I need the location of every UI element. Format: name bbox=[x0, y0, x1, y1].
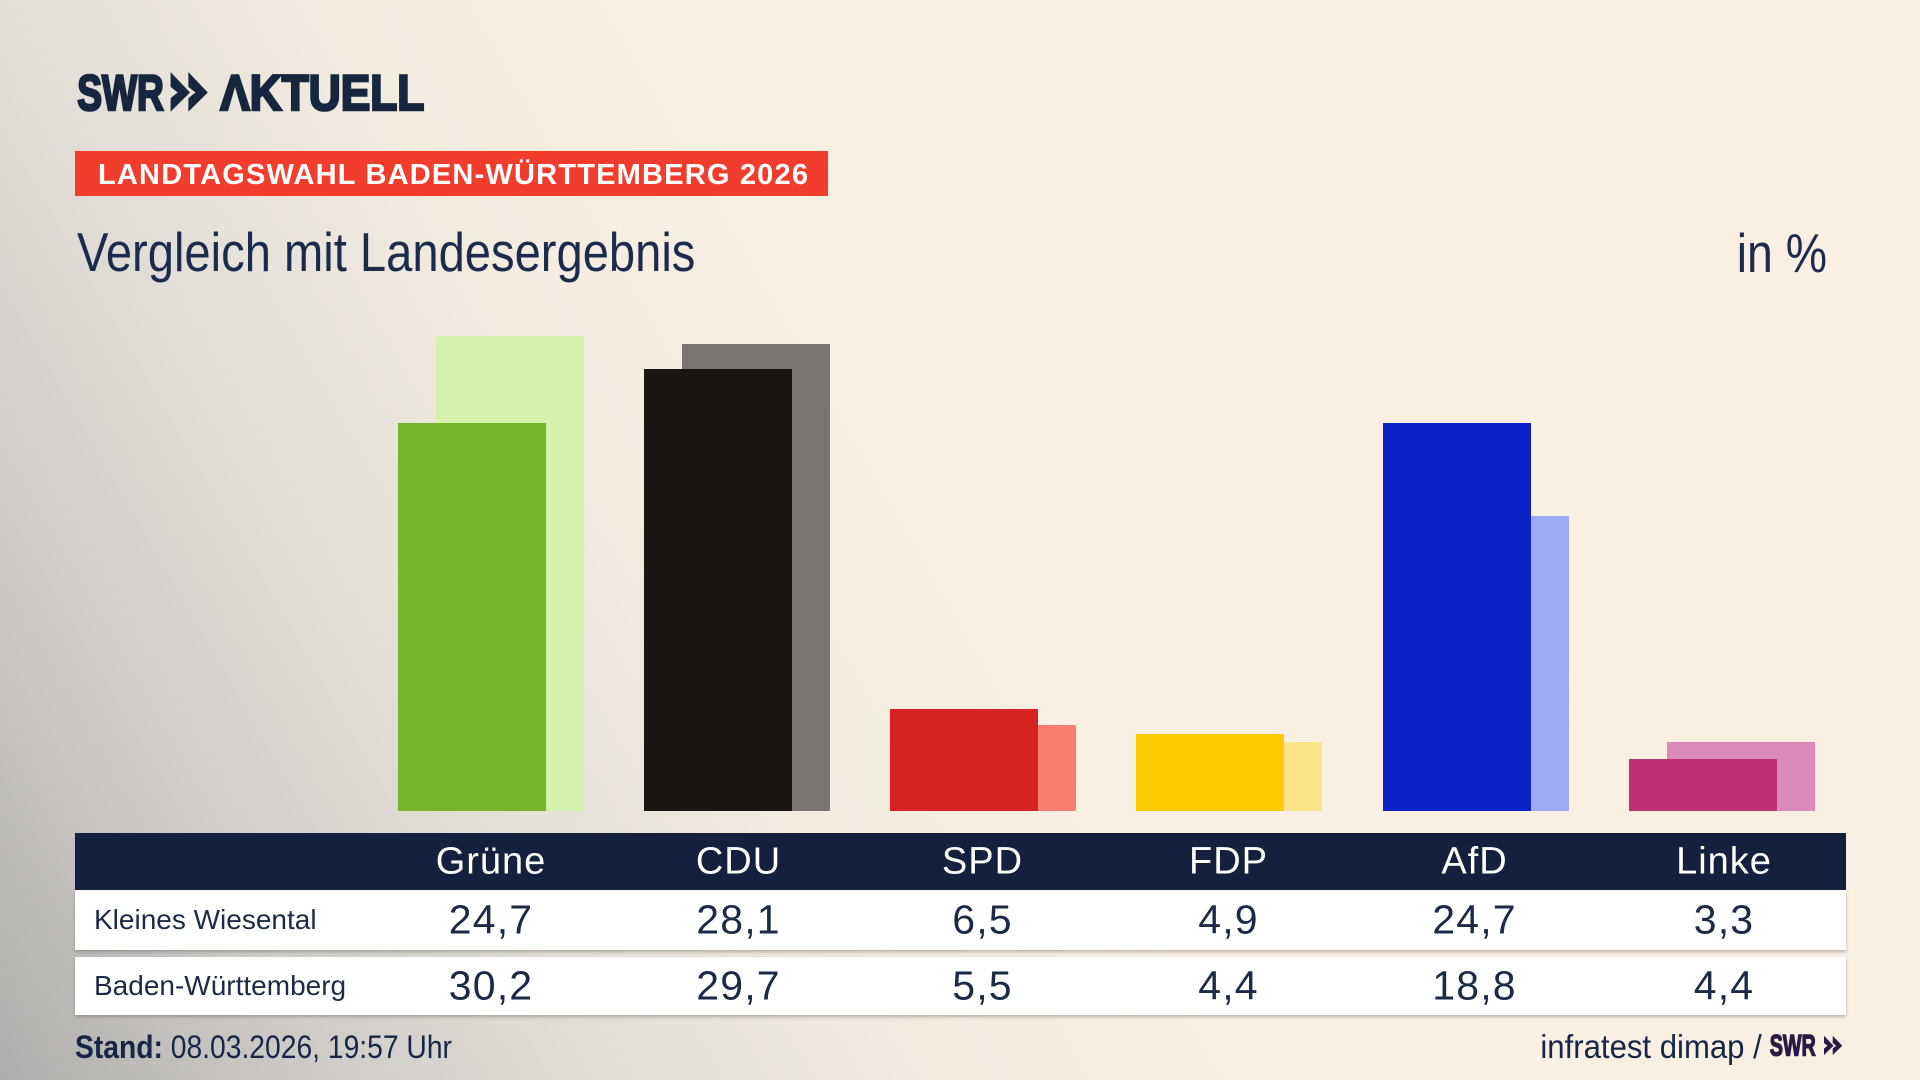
svg-text:SWR: SWR bbox=[1770, 1034, 1816, 1060]
svg-text:ΛKTUELL: ΛKTUELL bbox=[220, 70, 424, 116]
svg-text:SWR: SWR bbox=[77, 70, 164, 116]
